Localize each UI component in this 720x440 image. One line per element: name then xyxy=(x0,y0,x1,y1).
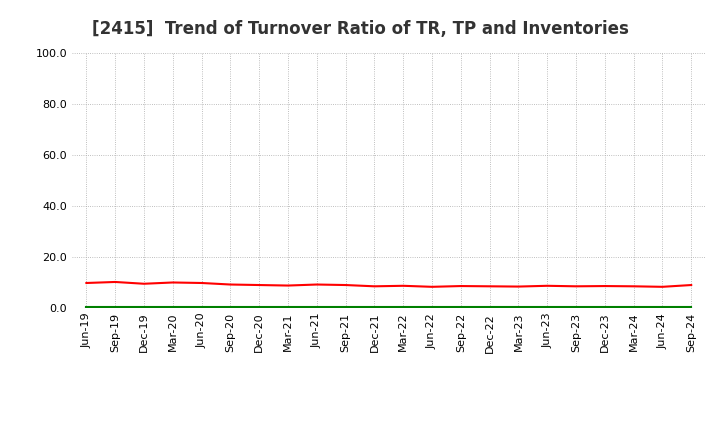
Trade Payables xyxy=(687,305,696,310)
Trade Payables xyxy=(341,305,350,310)
Inventories xyxy=(140,305,148,310)
Inventories xyxy=(168,305,177,310)
Trade Receivables xyxy=(255,282,264,288)
Trade Receivables xyxy=(629,284,638,289)
Trade Receivables xyxy=(140,281,148,286)
Trade Receivables xyxy=(514,284,523,289)
Trade Receivables xyxy=(485,284,494,289)
Inventories xyxy=(341,305,350,310)
Trade Receivables xyxy=(82,280,91,286)
Inventories xyxy=(399,305,408,310)
Trade Receivables xyxy=(284,283,292,288)
Trade Payables xyxy=(312,305,321,310)
Trade Payables xyxy=(226,305,235,310)
Trade Receivables xyxy=(312,282,321,287)
Trade Payables xyxy=(543,305,552,310)
Trade Payables xyxy=(428,305,436,310)
Trade Payables xyxy=(82,305,91,310)
Inventories xyxy=(456,305,465,310)
Trade Receivables xyxy=(111,279,120,285)
Trade Receivables xyxy=(543,283,552,289)
Trade Payables xyxy=(399,305,408,310)
Trade Receivables xyxy=(456,283,465,289)
Inventories xyxy=(572,305,580,310)
Trade Payables xyxy=(255,305,264,310)
Inventories xyxy=(226,305,235,310)
Inventories xyxy=(658,305,667,310)
Trade Receivables xyxy=(197,280,206,286)
Trade Payables xyxy=(111,305,120,310)
Trade Payables xyxy=(572,305,580,310)
Trade Receivables xyxy=(168,280,177,285)
Trade Receivables xyxy=(226,282,235,287)
Inventories xyxy=(312,305,321,310)
Inventories xyxy=(485,305,494,310)
Trade Payables xyxy=(658,305,667,310)
Trade Payables xyxy=(485,305,494,310)
Trade Payables xyxy=(514,305,523,310)
Trade Receivables xyxy=(341,282,350,288)
Trade Payables xyxy=(168,305,177,310)
Text: [2415]  Trend of Turnover Ratio of TR, TP and Inventories: [2415] Trend of Turnover Ratio of TR, TP… xyxy=(91,20,629,38)
Trade Payables xyxy=(284,305,292,310)
Trade Payables xyxy=(600,305,609,310)
Inventories xyxy=(197,305,206,310)
Inventories xyxy=(370,305,379,310)
Inventories xyxy=(600,305,609,310)
Trade Payables xyxy=(629,305,638,310)
Trade Payables xyxy=(370,305,379,310)
Inventories xyxy=(428,305,436,310)
Trade Receivables xyxy=(428,284,436,290)
Inventories xyxy=(687,305,696,310)
Trade Payables xyxy=(140,305,148,310)
Inventories xyxy=(111,305,120,310)
Inventories xyxy=(82,305,91,310)
Inventories xyxy=(284,305,292,310)
Trade Receivables xyxy=(658,284,667,290)
Trade Payables xyxy=(197,305,206,310)
Inventories xyxy=(514,305,523,310)
Inventories xyxy=(543,305,552,310)
Trade Receivables xyxy=(399,283,408,289)
Trade Receivables xyxy=(687,282,696,288)
Trade Receivables xyxy=(572,284,580,289)
Inventories xyxy=(255,305,264,310)
Trade Receivables xyxy=(370,284,379,289)
Trade Payables xyxy=(456,305,465,310)
Inventories xyxy=(629,305,638,310)
Line: Trade Receivables: Trade Receivables xyxy=(86,282,691,287)
Trade Receivables xyxy=(600,283,609,289)
